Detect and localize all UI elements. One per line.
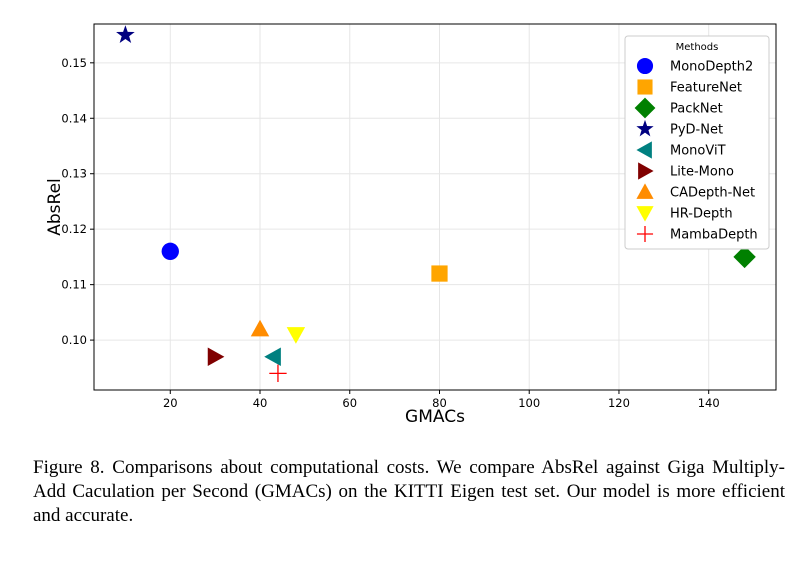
legend-marker: [636, 57, 654, 75]
legend-label: MonoDepth2: [670, 60, 753, 75]
data-point: [250, 319, 270, 337]
x-tick-label: 120: [608, 396, 630, 410]
legend-label: PyD-Net: [670, 123, 723, 138]
y-tick-label: 0.11: [61, 278, 87, 292]
y-tick-label: 0.13: [61, 167, 87, 181]
data-point: [161, 242, 179, 261]
legend-label: FeatureNet: [670, 81, 742, 96]
legend-label: Lite-Mono: [670, 165, 734, 180]
x-axis-ticks: 20 40 60 80 100 120 140: [163, 390, 720, 410]
legend-label: CADepth-Net: [670, 186, 755, 201]
data-points: [116, 25, 756, 383]
legend-title: Methods: [676, 42, 719, 53]
legend-box: [624, 35, 770, 250]
legend-marker: [634, 97, 656, 119]
legend-marker: [637, 79, 653, 95]
legend-label: HR-Depth: [670, 207, 733, 222]
x-tick-label: 40: [253, 396, 268, 410]
legend-marker: [636, 141, 652, 159]
y-tick-label: 0.15: [61, 56, 87, 70]
y-axis-ticks: 0.10 0.11 0.12 0.13 0.14 0.15: [61, 56, 94, 347]
y-tick-label: 0.10: [61, 333, 87, 347]
data-point: [116, 25, 135, 44]
scatter-chart: 20 40 60 80 100 120 140 0.100.110.120.130.140.…: [45, 23, 777, 427]
x-tick-label: 140: [698, 396, 720, 410]
legend-marker: [636, 183, 654, 199]
x-axis-title: GMACs: [405, 407, 465, 427]
plot-frame: [93, 23, 777, 391]
legend-marker: [636, 206, 654, 222]
legend-label: PackNet: [670, 102, 723, 117]
legend: Methods MonoDepth2 FeatureNet PackNet PyD-N…: [624, 35, 770, 250]
legend-label: MonoViT: [670, 144, 726, 159]
y-tick-label: 0.14: [61, 111, 87, 125]
y-axis-title: AbsRel: [45, 178, 65, 236]
x-tick-label: 80: [432, 396, 447, 410]
data-point: [431, 265, 448, 282]
x-tick-label: 100: [518, 396, 540, 410]
data-point: [286, 327, 306, 344]
data-point: [733, 245, 756, 269]
y-tick-label: 0.12: [61, 222, 87, 236]
data-point: [269, 364, 287, 383]
data-point: [207, 347, 225, 366]
data-point: [264, 347, 281, 366]
legend-marker: [636, 119, 654, 137]
legend-label: MambaDepth: [670, 228, 758, 243]
legend-marker: [638, 162, 654, 180]
figure-caption: Figure 8. Comparisons about computationa…: [33, 457, 785, 526]
legend-marker: [636, 225, 654, 243]
x-tick-label: 20: [163, 396, 178, 410]
x-tick-label: 60: [342, 396, 357, 410]
